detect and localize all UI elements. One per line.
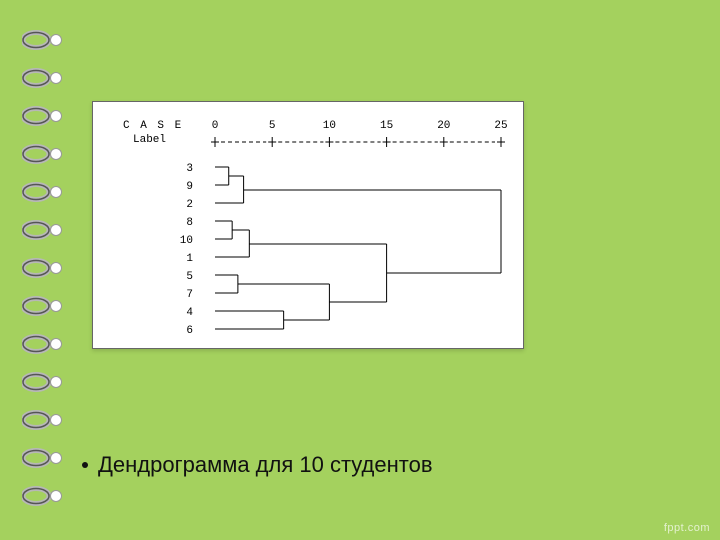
svg-text:10: 10 [180,235,193,247]
spiral-ring [22,410,64,430]
spiral-ring [22,220,64,240]
svg-text:Label: Label [133,134,166,146]
svg-text:C A S E: C A S E [123,120,183,132]
spiral-ring [22,68,64,88]
spiral-ring [22,258,64,278]
caption-text: Дендрограмма для 10 студентов [98,452,433,477]
dendrogram-panel: C A S ELabel051015202539281015746 [92,101,524,349]
svg-text:25: 25 [494,120,507,132]
svg-text:20: 20 [437,120,450,132]
svg-text:15: 15 [380,120,393,132]
svg-text:2: 2 [186,199,193,211]
svg-text:6: 6 [186,325,193,337]
svg-text:0: 0 [212,120,219,132]
svg-text:1: 1 [186,253,193,265]
dendrogram-svg: C A S ELabel051015202539281015746 [93,102,525,350]
spiral-ring [22,144,64,164]
spiral-ring [22,182,64,202]
svg-text:8: 8 [186,217,193,229]
spiral-ring [22,106,64,126]
svg-text:10: 10 [323,120,336,132]
svg-text:5: 5 [269,120,276,132]
spiral-ring [22,334,64,354]
slide-caption: Дендрограмма для 10 студентов [82,452,433,478]
spiral-ring [22,296,64,316]
svg-text:5: 5 [186,271,193,283]
spiral-ring [22,486,64,506]
bullet-icon [82,462,88,468]
svg-text:7: 7 [186,289,193,301]
spiral-ring [22,30,64,50]
spiral-binding [22,0,70,540]
svg-text:4: 4 [186,307,193,319]
watermark: fppt.com [664,522,710,534]
svg-text:9: 9 [186,181,193,193]
spiral-ring [22,372,64,392]
spiral-ring [22,448,64,468]
svg-text:3: 3 [186,163,193,175]
